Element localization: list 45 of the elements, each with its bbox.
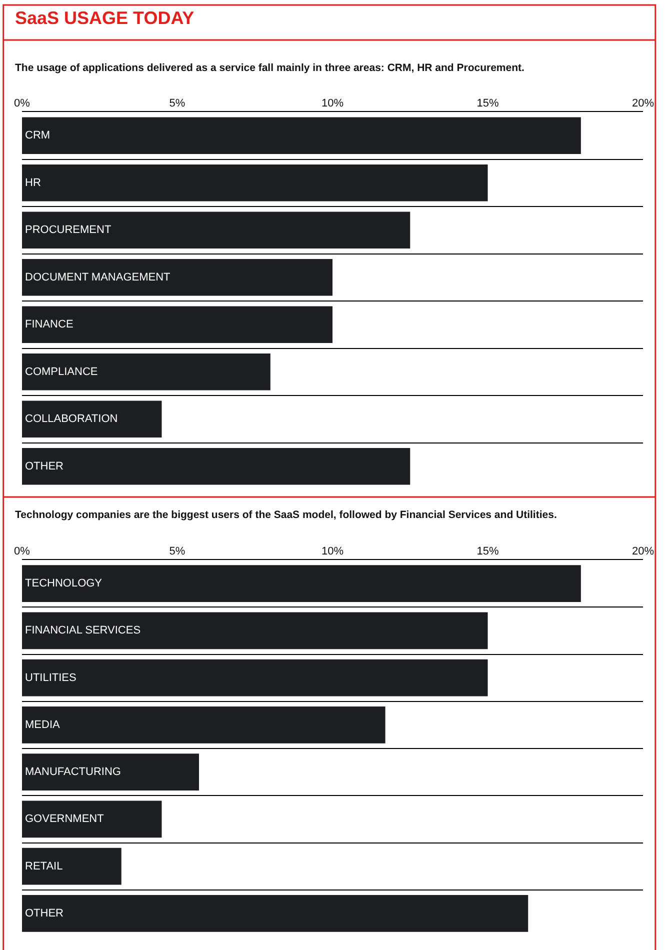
bar — [22, 258, 332, 296]
bar — [22, 659, 488, 696]
x-tick-label: 20% — [632, 546, 654, 558]
bar — [22, 895, 528, 932]
bar — [22, 612, 488, 650]
category-label: FINANCIAL SERVICES — [25, 624, 141, 637]
x-tick-label: 5% — [169, 98, 186, 110]
bar — [22, 706, 386, 744]
category-label: TECHNOLOGY — [25, 578, 102, 590]
x-tick-label: 0% — [14, 546, 30, 558]
category-label: HR — [25, 176, 41, 189]
chart-subtitle: Technology companies are the biggest users of the SaaS model, followed by Financial Services and Utilities. — [15, 509, 557, 521]
category-label: UTILITIES — [25, 672, 76, 684]
bar — [22, 565, 581, 602]
category-label: OTHER — [25, 907, 64, 920]
category-label: PROCUREMENT — [25, 224, 112, 236]
x-tick-label: 20% — [632, 98, 654, 110]
category-label: GOVERNMENT — [25, 813, 104, 826]
category-label: CRM — [25, 130, 50, 142]
category-label: MEDIA — [25, 718, 60, 731]
category-label: COLLABORATION — [25, 413, 118, 426]
category-label: MANUFACTURING — [25, 766, 121, 778]
category-label: DOCUMENT MANAGEMENT — [25, 271, 170, 284]
x-tick-label: 15% — [476, 98, 499, 110]
bar — [22, 164, 488, 202]
category-label: RETAIL — [25, 860, 63, 872]
category-label: FINANCE — [25, 318, 74, 331]
bar — [22, 848, 122, 885]
category-label: OTHER — [25, 460, 64, 472]
bar — [22, 800, 162, 838]
bar — [22, 353, 270, 390]
bar — [22, 754, 199, 790]
x-tick-label: 15% — [476, 546, 499, 558]
x-tick-label: 10% — [321, 546, 344, 558]
chart-subtitle: The usage of applications delivered as a service fall mainly in three areas: CRM, HR and Procurement. — [15, 62, 524, 74]
chart-title: SaaS USAGE TODAY — [15, 8, 194, 28]
bar — [22, 117, 581, 154]
bar — [22, 448, 410, 485]
bar — [22, 306, 332, 344]
x-tick-label: 10% — [321, 98, 344, 110]
bar — [22, 400, 162, 438]
x-tick-label: 5% — [169, 546, 186, 558]
bar — [22, 212, 410, 249]
x-tick-label: 0% — [14, 98, 30, 110]
category-label: COMPLIANCE — [25, 366, 98, 378]
